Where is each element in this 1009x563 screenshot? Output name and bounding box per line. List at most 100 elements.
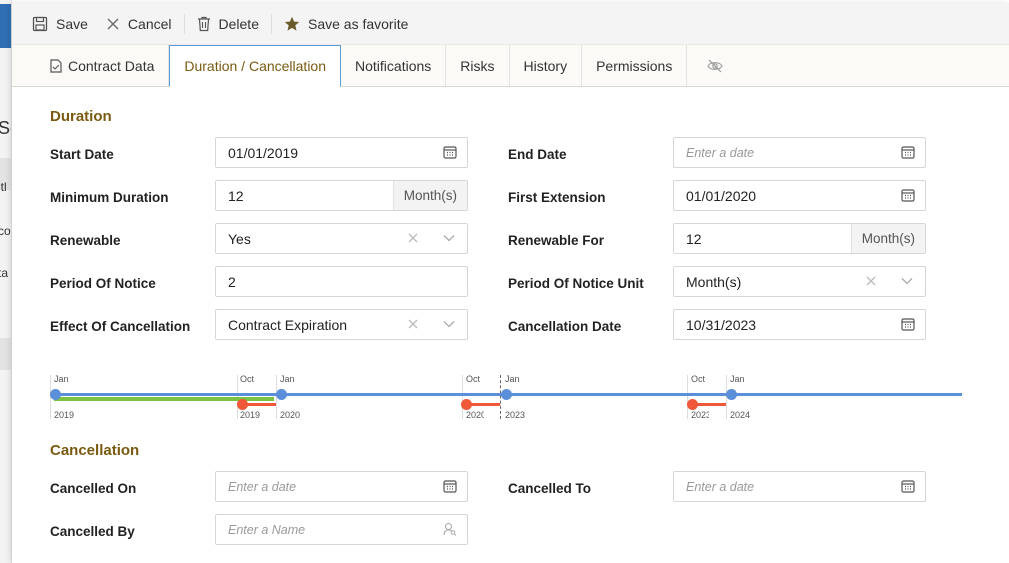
cancelled-to-placeholder: Enter a date [686,479,755,494]
cancellation-section-title: Cancellation [50,442,140,459]
clear-icon[interactable] [407,232,419,244]
end-date-placeholder: Enter a date [686,145,755,160]
background-text: Se [0,118,11,139]
renewable-for-value: 12 [686,230,702,247]
cancel-button[interactable]: Cancel [106,16,172,32]
minimum-duration-label: Minimum Duration [50,190,169,205]
clear-icon[interactable] [865,275,877,287]
tab-permissions[interactable]: Permissions [582,45,688,86]
renewable-for-label: Renewable For [508,233,605,248]
tab-risks[interactable]: Risks [446,45,510,86]
minimum-duration-value: 12 [228,187,244,204]
timeline-notice-marker[interactable] [461,399,472,410]
trash-icon [197,16,210,31]
cancellation-date-label: Cancellation Date [508,319,622,334]
timeline-year-label: 2020 [466,410,484,420]
start-date-input[interactable]: 01/01/2019 [215,137,468,168]
renewable-for-unit: Month(s) [850,224,925,253]
calendar-icon[interactable] [901,479,915,493]
effect-of-cancellation-select[interactable]: Contract Expiration [215,309,468,340]
timeline-extension-marker[interactable] [726,389,737,400]
tab-label: History [523,57,568,74]
timeline-year-label: 2019 [240,410,261,420]
cancelled-on-input[interactable]: Enter a date [215,471,468,502]
renewable-label: Renewable [50,233,121,248]
toolbar-divider [270,13,272,34]
background-band [0,338,11,370]
cancelled-to-label: Cancelled To [508,481,592,496]
background-app: Se itl co ta [0,0,12,563]
tab-label: Risks [460,57,495,74]
calendar-icon[interactable] [901,145,915,159]
timeline-notice-marker[interactable] [687,399,698,410]
tab-contract-data[interactable]: Contract Data [36,45,170,86]
eye-off-icon [707,59,723,72]
timeline-notice-marker[interactable] [237,399,248,410]
timeline-month-label: Oct [466,374,481,384]
timeline-minimum-duration-bar [54,397,274,401]
background-text: ta [0,266,9,280]
cancelled-by-input[interactable]: Enter a Name [215,514,468,545]
tab-notifications[interactable]: Notifications [341,45,447,86]
timeline-notice-bar [691,403,726,406]
tab-hidden-fields[interactable] [687,45,743,86]
cancelled-by-placeholder: Enter a Name [228,522,306,537]
calendar-icon[interactable] [901,317,915,331]
renewable-value: Yes [228,230,251,247]
timeline-extension-marker[interactable] [276,389,287,400]
minimum-duration-input[interactable]: 12 Month(s) [215,180,468,211]
timeline-extension-marker[interactable] [501,389,512,400]
calendar-icon[interactable] [443,145,457,159]
end-date-label: End Date [508,147,567,162]
timeline-separator [687,375,688,419]
delete-button[interactable]: Delete [197,16,259,32]
tab-duration-cancellation[interactable]: Duration / Cancellation [169,45,342,87]
renewable-for-input[interactable]: 12 Month(s) [673,223,926,254]
calendar-icon[interactable] [901,188,915,202]
effect-of-cancellation-value: Contract Expiration [228,316,348,333]
chevron-down-icon[interactable] [901,277,913,285]
renewable-select[interactable]: Yes [215,223,468,254]
save-label: Save [56,15,88,32]
chevron-down-icon[interactable] [443,320,455,328]
period-of-notice-value: 2 [228,273,236,290]
period-of-notice-unit-value: Month(s) [686,273,742,290]
save-as-favorite-button[interactable]: Save as favorite [284,16,408,32]
timeline-notice-bar [240,403,276,406]
timeline-start-marker[interactable] [50,389,61,400]
timeline-year-label: 2023 [505,410,526,420]
background-header [0,4,11,48]
calendar-icon[interactable] [443,479,457,493]
person-search-icon[interactable] [443,522,457,536]
delete-label: Delete [218,15,259,32]
cancellation-date-value: 10/31/2023 [686,316,757,333]
cancellation-date-input[interactable]: 10/31/2023 [673,309,926,340]
timeline-month-label: Jan [280,374,295,384]
favorite-label: Save as favorite [307,15,409,32]
save-button[interactable]: Save [32,16,88,32]
timeline-month-label: Oct [240,374,255,384]
period-of-notice-unit-label: Period Of Notice Unit [508,276,644,291]
tab-history[interactable]: History [510,45,583,86]
background-band [0,158,11,190]
contract-panel: Save Cancel Delete Save as favorite Cont… [12,3,1009,563]
background-text: itl [0,180,7,194]
timeline-year-label: 2020 [280,410,301,420]
end-date-input[interactable]: Enter a date [673,137,926,168]
cancelled-to-input[interactable]: Enter a date [673,471,926,502]
cancel-label: Cancel [127,15,172,32]
tab-label: Duration / Cancellation [184,58,327,74]
period-of-notice-label: Period Of Notice [50,276,156,291]
chevron-down-icon[interactable] [443,234,455,242]
period-of-notice-input[interactable]: 2 [215,266,468,297]
save-icon [32,16,48,31]
first-extension-input[interactable]: 01/01/2020 [673,180,926,211]
cancelled-on-label: Cancelled On [50,481,137,496]
start-date-label: Start Date [50,147,114,162]
clear-icon[interactable] [407,318,419,330]
close-icon [107,18,119,29]
period-of-notice-unit-select[interactable]: Month(s) [673,266,926,297]
timeline-separator [462,375,463,419]
timeline-year-label: 2019 [54,410,75,420]
tab-label: Notifications [355,57,432,74]
